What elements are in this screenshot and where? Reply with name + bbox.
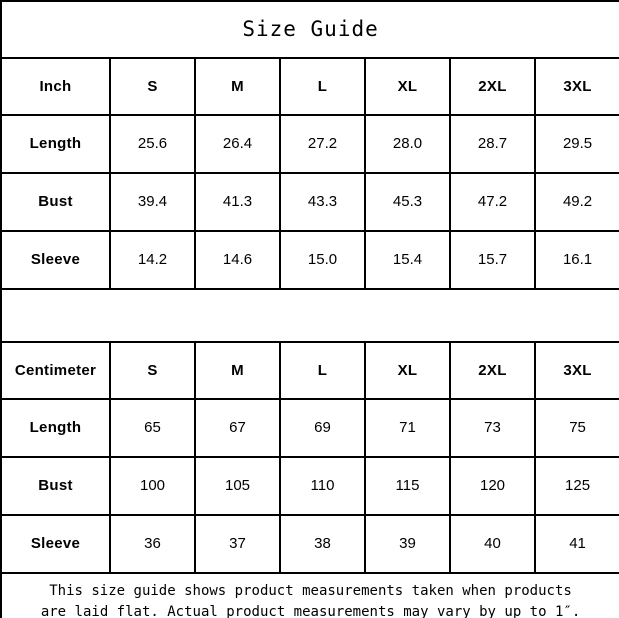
table-row: Length 65 67 69 71 73 75 bbox=[0, 398, 619, 458]
cm-length-m: 67 bbox=[194, 398, 281, 458]
inch-row-label-length: Length bbox=[0, 114, 111, 174]
inch-size-header-xl: XL bbox=[364, 57, 451, 116]
cm-bust-3xl: 125 bbox=[533, 456, 619, 516]
inch-sleeve-s: 14.2 bbox=[109, 230, 196, 290]
cm-size-header-2xl: 2XL bbox=[449, 341, 536, 400]
inch-sleeve-3xl: 16.1 bbox=[533, 230, 619, 290]
cm-size-header-m: M bbox=[194, 341, 281, 400]
inch-bust-s: 39.4 bbox=[109, 172, 196, 232]
cm-sleeve-xl: 39 bbox=[364, 514, 451, 574]
cm-sleeve-l: 38 bbox=[279, 514, 366, 574]
table-spacer-row bbox=[0, 288, 619, 343]
cm-size-header-l: L bbox=[279, 341, 366, 400]
inch-length-l: 27.2 bbox=[279, 114, 366, 174]
footer-note-row: This size guide shows product measuremen… bbox=[0, 572, 619, 618]
cm-sleeve-s: 36 bbox=[109, 514, 196, 574]
cm-row-label-length: Length bbox=[0, 398, 111, 458]
cm-bust-2xl: 120 bbox=[449, 456, 536, 516]
cm-length-2xl: 73 bbox=[449, 398, 536, 458]
inch-size-header-3xl: 3XL bbox=[533, 57, 619, 116]
inch-bust-l: 43.3 bbox=[279, 172, 366, 232]
inch-size-header-2xl: 2XL bbox=[449, 57, 536, 116]
cm-size-header-s: S bbox=[109, 341, 196, 400]
table-spacer-cell bbox=[0, 288, 619, 343]
inch-length-s: 25.6 bbox=[109, 114, 196, 174]
inch-bust-xl: 45.3 bbox=[364, 172, 451, 232]
centimeter-header-row: Centimeter S M L XL 2XL 3XL bbox=[0, 341, 619, 400]
inch-length-xl: 28.0 bbox=[364, 114, 451, 174]
cm-sleeve-3xl: 41 bbox=[533, 514, 619, 574]
inch-size-header-l: L bbox=[279, 57, 366, 116]
inch-length-m: 26.4 bbox=[194, 114, 281, 174]
inch-row-label-bust: Bust bbox=[0, 172, 111, 232]
inch-header-row: Inch S M L XL 2XL 3XL bbox=[0, 57, 619, 116]
cm-length-3xl: 75 bbox=[533, 398, 619, 458]
cm-length-s: 65 bbox=[109, 398, 196, 458]
inch-sleeve-2xl: 15.7 bbox=[449, 230, 536, 290]
table-row: Length 25.6 26.4 27.2 28.0 28.7 29.5 bbox=[0, 114, 619, 174]
inch-row-label-sleeve: Sleeve bbox=[0, 230, 111, 290]
centimeter-unit-header: Centimeter bbox=[0, 341, 111, 400]
cm-bust-xl: 115 bbox=[364, 456, 451, 516]
cm-bust-l: 110 bbox=[279, 456, 366, 516]
note-line-2: are laid flat. Actual product measuremen… bbox=[40, 604, 581, 618]
cm-row-label-sleeve: Sleeve bbox=[0, 514, 111, 574]
cm-size-header-xl: XL bbox=[364, 341, 451, 400]
inch-sleeve-xl: 15.4 bbox=[364, 230, 451, 290]
cm-row-label-bust: Bust bbox=[0, 456, 111, 516]
note-line-1: This size guide shows product measuremen… bbox=[49, 583, 572, 599]
title-row: Size Guide bbox=[0, 0, 619, 59]
size-guide-note: This size guide shows product measuremen… bbox=[0, 572, 619, 618]
inch-size-header-s: S bbox=[109, 57, 196, 116]
inch-bust-2xl: 47.2 bbox=[449, 172, 536, 232]
inch-sleeve-l: 15.0 bbox=[279, 230, 366, 290]
table-row: Bust 39.4 41.3 43.3 45.3 47.2 49.2 bbox=[0, 172, 619, 232]
table-row: Sleeve 14.2 14.6 15.0 15.4 15.7 16.1 bbox=[0, 230, 619, 290]
cm-size-header-3xl: 3XL bbox=[533, 341, 619, 400]
cm-length-xl: 71 bbox=[364, 398, 451, 458]
inch-bust-3xl: 49.2 bbox=[533, 172, 619, 232]
inch-unit-header: Inch bbox=[0, 57, 111, 116]
page-title: Size Guide bbox=[0, 0, 619, 59]
cm-sleeve-2xl: 40 bbox=[449, 514, 536, 574]
cm-bust-s: 100 bbox=[109, 456, 196, 516]
cm-length-l: 69 bbox=[279, 398, 366, 458]
inch-length-2xl: 28.7 bbox=[449, 114, 536, 174]
inch-sleeve-m: 14.6 bbox=[194, 230, 281, 290]
table-row: Sleeve 36 37 38 39 40 41 bbox=[0, 514, 619, 574]
cm-bust-m: 105 bbox=[194, 456, 281, 516]
inch-size-header-m: M bbox=[194, 57, 281, 116]
inch-length-3xl: 29.5 bbox=[533, 114, 619, 174]
table-row: Bust 100 105 110 115 120 125 bbox=[0, 456, 619, 516]
cm-sleeve-m: 37 bbox=[194, 514, 281, 574]
inch-bust-m: 41.3 bbox=[194, 172, 281, 232]
